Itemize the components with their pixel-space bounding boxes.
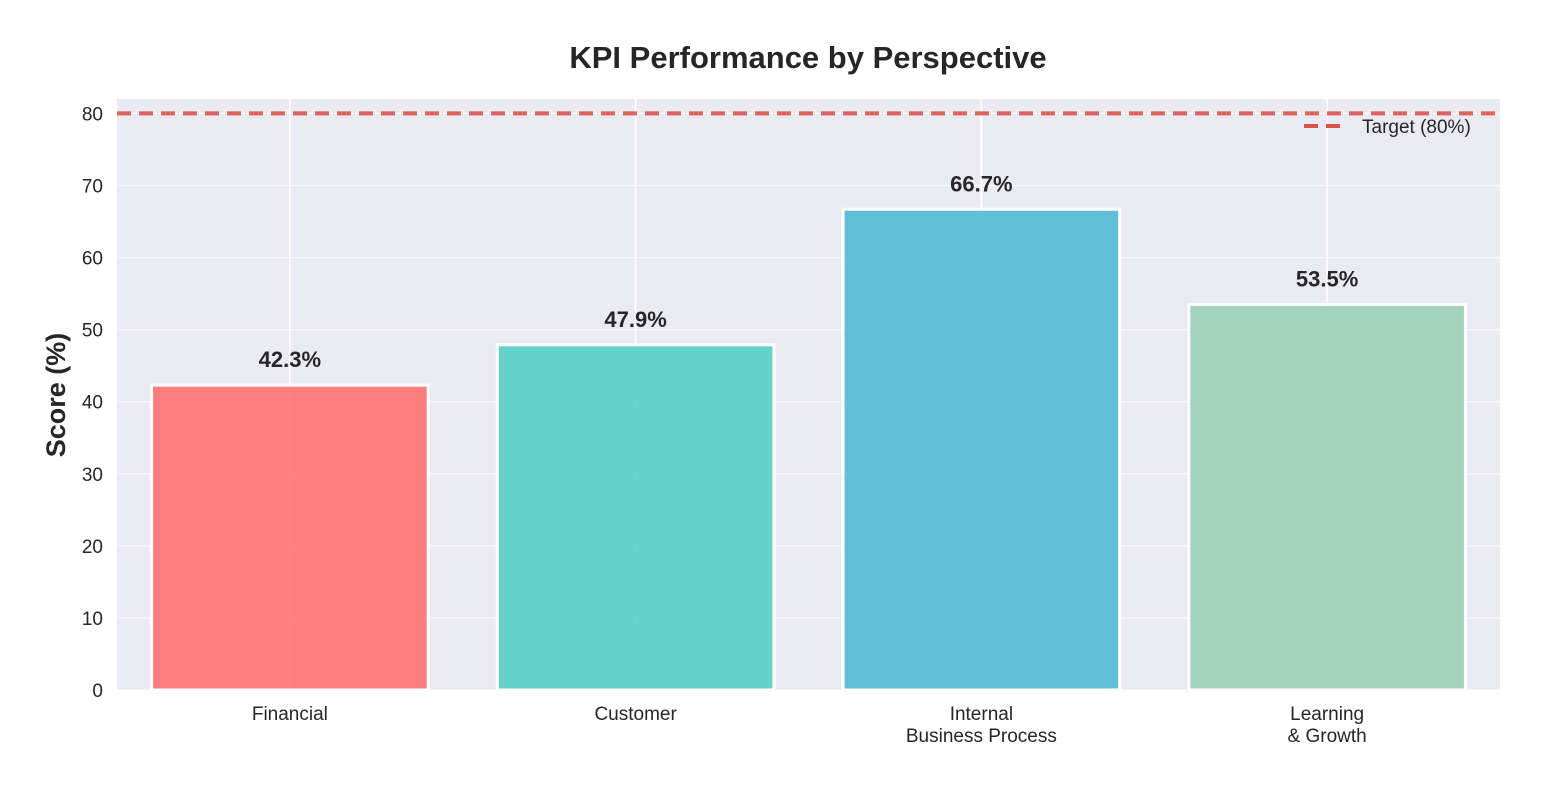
bar <box>841 207 1122 692</box>
y-tick-label: 40 <box>82 393 103 414</box>
bar-value-label: 66.7% <box>950 171 1012 196</box>
bar-value-label: 53.5% <box>1296 266 1358 291</box>
x-tick-label: Learning <box>1290 704 1364 725</box>
legend: Target (80%) <box>1304 117 1471 138</box>
bar-value-label: 42.3% <box>259 347 321 372</box>
y-tick-label: 30 <box>82 465 103 486</box>
bar <box>1187 302 1467 692</box>
bars-group <box>150 207 1467 692</box>
bar <box>495 343 776 692</box>
y-tick-label: 70 <box>82 176 103 197</box>
x-tick-label: Customer <box>594 704 677 725</box>
x-tick-label: Financial <box>252 704 328 725</box>
y-tick-label: 50 <box>82 321 103 342</box>
y-tick-label: 80 <box>82 104 103 125</box>
bar <box>150 383 430 692</box>
legend-target-label: Target (80%) <box>1362 117 1471 138</box>
y-axis-ticks: 0 10 20 30 40 50 60 70 80 <box>82 104 103 702</box>
bar-value-label: 47.9% <box>604 307 666 332</box>
y-tick-label: 60 <box>82 249 103 270</box>
y-axis-label: Score (%) <box>41 333 71 458</box>
x-tick-label: & Growth <box>1288 726 1367 747</box>
y-tick-label: 0 <box>92 681 103 702</box>
y-tick-label: 20 <box>82 537 103 558</box>
x-tick-label: Internal <box>950 704 1013 725</box>
y-tick-label: 10 <box>82 609 103 630</box>
chart-title: KPI Performance by Perspective <box>569 40 1046 75</box>
x-tick-label: Business Process <box>906 726 1057 747</box>
bar-data-labels: 42.3% 47.9% 66.7% 53.5% <box>259 171 1359 372</box>
